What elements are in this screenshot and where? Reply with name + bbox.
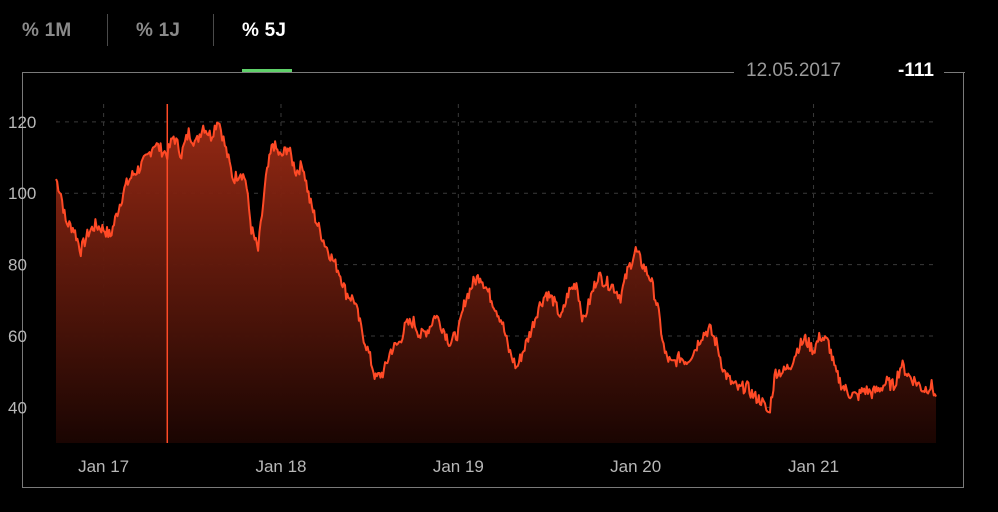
- chart-frame: [22, 72, 964, 488]
- tab-divider: [107, 14, 108, 46]
- tab-1j[interactable]: % 1J: [136, 20, 181, 41]
- chart-frame-top-right: [944, 72, 965, 73]
- series-path: [55, 121, 937, 414]
- hover-value: -111: [898, 60, 934, 81]
- chart-frame-top-left: [22, 72, 734, 73]
- tab-5j[interactable]: % 5J: [242, 20, 287, 41]
- y-tick-label: 40: [8, 398, 27, 417]
- series-line: [55, 121, 937, 414]
- area-fill: [56, 122, 936, 443]
- y-tick-label: 120: [8, 113, 36, 132]
- y-tick-label: 60: [8, 327, 27, 346]
- y-tick-label: 100: [8, 184, 36, 203]
- active-tab-indicator: [242, 69, 292, 72]
- x-tick-label: Jan 20: [610, 457, 661, 476]
- x-axis: Jan 17 Jan 18 Jan 19 Jan 20 Jan 21: [78, 457, 839, 476]
- y-tick-label: 80: [8, 256, 27, 275]
- area-path: [56, 122, 936, 443]
- y-axis: 40 60 80 100 120: [8, 113, 36, 417]
- tab-divider: [213, 14, 214, 46]
- x-tick-label: Jan 21: [788, 457, 839, 476]
- hover-date: 12.05.2017: [746, 60, 842, 81]
- tab-1m[interactable]: % 1M: [22, 20, 72, 41]
- x-tick-label: Jan 19: [433, 457, 484, 476]
- x-tick-label: Jan 17: [78, 457, 129, 476]
- range-tabs: % 1M % 1J % 5J: [0, 0, 998, 74]
- x-tick-label: Jan 18: [255, 457, 306, 476]
